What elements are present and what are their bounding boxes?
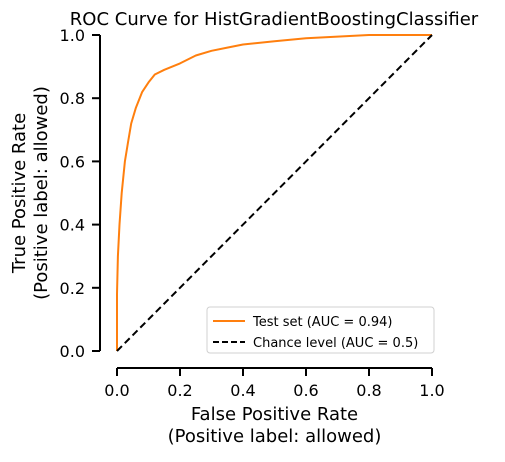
y-tick-label: 0.2 <box>60 279 85 298</box>
x-tick-label: 0.6 <box>293 381 318 400</box>
ticks: 0.0 0.2 0.4 0.6 0.8 1.0 0.0 0.2 0.4 0.6 0.8 1.0 <box>60 26 445 400</box>
chart-title: ROC Curve for HistGradientBoostingClassi… <box>70 9 479 30</box>
legend-entry-label: Test set (AUC = 0.94) <box>252 315 392 330</box>
y-tick-label: 0.4 <box>60 216 85 235</box>
axis-labels: False Positive Rate (Positive label: allo… <box>9 86 381 447</box>
y-tick-label: 1.0 <box>60 26 85 45</box>
x-tick-label: 1.0 <box>419 381 444 400</box>
x-axis-label: False Positive Rate (Positive label: allo… <box>168 404 382 447</box>
legend-entry-label: Chance level (AUC = 0.5) <box>253 336 418 351</box>
series-layer <box>116 34 433 352</box>
y-tick-label: 0.8 <box>60 89 85 108</box>
x-tick-label: 0.8 <box>356 381 381 400</box>
roc-curve-line <box>116 34 432 351</box>
x-tick-label: 0.4 <box>230 381 255 400</box>
y-axis-label: True Positive Rate(Positive label: allow… <box>9 86 52 300</box>
legend: Test set (AUC = 0.94) Chance level (AUC =… <box>206 306 435 354</box>
axes <box>99 35 432 369</box>
y-tick-label: 0.0 <box>60 342 85 361</box>
legend-box <box>206 306 435 354</box>
chance-level-line <box>116 34 433 352</box>
y-tick-label: 0.6 <box>60 152 85 171</box>
x-tick-label: 0.2 <box>167 381 192 400</box>
x-tick-label: 0.0 <box>104 381 129 400</box>
